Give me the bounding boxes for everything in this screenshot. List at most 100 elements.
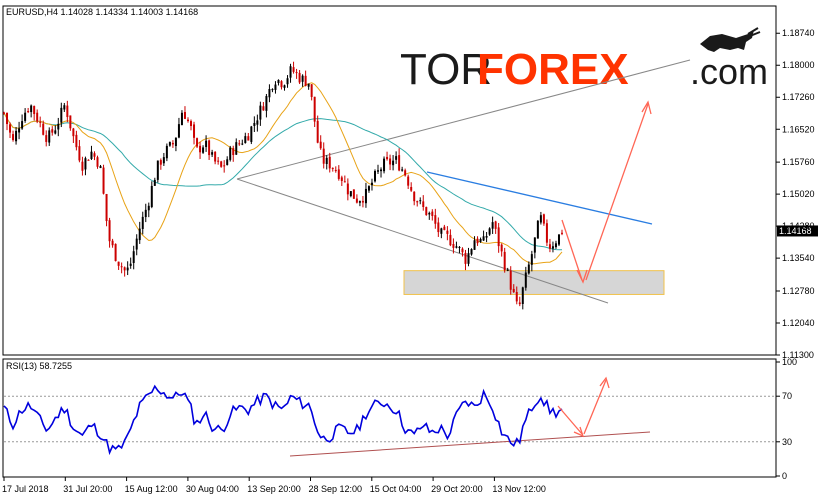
candle bbox=[431, 209, 434, 221]
candle bbox=[380, 167, 383, 178]
price-tick-label: 1.11300 bbox=[782, 350, 814, 360]
candle bbox=[268, 84, 271, 103]
candle bbox=[117, 261, 120, 270]
candle bbox=[186, 117, 189, 123]
candle bbox=[533, 237, 536, 259]
candle bbox=[352, 189, 355, 199]
candle bbox=[386, 151, 389, 161]
candle bbox=[464, 249, 467, 271]
candle bbox=[159, 158, 162, 170]
candle bbox=[545, 219, 548, 247]
candle bbox=[271, 88, 274, 93]
candle bbox=[54, 125, 57, 135]
candle bbox=[370, 178, 373, 191]
candle bbox=[135, 234, 138, 256]
candle bbox=[72, 127, 75, 144]
candle bbox=[144, 203, 147, 223]
time-tick-label: 31 Jul 20:00 bbox=[63, 484, 112, 494]
candle bbox=[102, 164, 105, 195]
candle bbox=[274, 81, 277, 94]
current-price-tag bbox=[777, 225, 818, 237]
rsi-polyline bbox=[3, 384, 563, 456]
candle bbox=[367, 185, 370, 193]
candle bbox=[153, 177, 156, 187]
candle bbox=[229, 145, 232, 162]
candle bbox=[42, 120, 45, 136]
candle bbox=[93, 151, 96, 161]
channel-lower-line bbox=[236, 178, 609, 304]
candle bbox=[392, 155, 395, 171]
candle bbox=[21, 114, 24, 130]
candle bbox=[241, 139, 244, 146]
time-tick-label: 15 Oct 04:00 bbox=[370, 484, 422, 494]
candle bbox=[551, 241, 554, 253]
time-tick-label: 28 Sep 12:00 bbox=[309, 484, 363, 494]
candle bbox=[226, 156, 229, 166]
candle bbox=[15, 127, 18, 145]
moving-average-fast bbox=[3, 82, 563, 265]
candle bbox=[174, 137, 177, 152]
candle bbox=[132, 245, 135, 270]
candle bbox=[530, 250, 533, 272]
candle bbox=[455, 241, 458, 249]
candle bbox=[301, 74, 304, 87]
time-tick-label: 13 Sep 20:00 bbox=[247, 484, 301, 494]
candle bbox=[467, 247, 470, 267]
candle bbox=[313, 96, 316, 128]
candle bbox=[220, 160, 223, 168]
candle bbox=[310, 84, 313, 101]
candle bbox=[96, 155, 99, 169]
candle bbox=[316, 115, 319, 144]
rsi-panel-frame bbox=[2, 358, 777, 478]
candle bbox=[346, 178, 349, 201]
candle bbox=[141, 211, 144, 235]
candle bbox=[428, 211, 431, 220]
price-tick-label: 1.15760 bbox=[782, 157, 815, 167]
candle bbox=[373, 169, 376, 183]
candle bbox=[449, 229, 452, 247]
price-axis: 1.18740 1.18000 1.17260 1.16520 1.15760 1.150… bbox=[776, 28, 815, 360]
time-tick-label: 15 Aug 12:00 bbox=[125, 484, 178, 494]
candle bbox=[554, 240, 557, 249]
candle bbox=[262, 102, 265, 111]
logo-text-forex: FOREX bbox=[477, 45, 629, 94]
candle bbox=[223, 160, 226, 173]
candle bbox=[410, 182, 413, 192]
time-tick-label: 17 Jul 2018 bbox=[2, 484, 49, 494]
time-tick-label: 13 Nov 12:00 bbox=[492, 484, 546, 494]
candle bbox=[51, 126, 54, 136]
candle bbox=[63, 102, 66, 112]
candle bbox=[244, 132, 247, 144]
time-tick-label: 30 Aug 04:00 bbox=[186, 484, 239, 494]
candle bbox=[211, 149, 214, 158]
candle bbox=[265, 93, 268, 118]
candle bbox=[355, 194, 358, 204]
torforex-logo: TOR FOREX .com bbox=[400, 27, 768, 94]
candle bbox=[183, 106, 186, 120]
candle bbox=[39, 116, 42, 128]
candle bbox=[527, 261, 530, 275]
candle bbox=[30, 104, 33, 118]
candle bbox=[6, 112, 9, 131]
candle bbox=[87, 159, 90, 161]
candle bbox=[171, 140, 174, 148]
price-tick-label: 1.12040 bbox=[782, 318, 815, 328]
price-tick-label: 1.18000 bbox=[782, 60, 815, 70]
candle bbox=[60, 102, 63, 128]
ma-fast-line bbox=[3, 82, 563, 265]
candle bbox=[485, 232, 488, 243]
candle bbox=[196, 137, 199, 149]
candle bbox=[168, 141, 171, 147]
candle bbox=[548, 238, 551, 253]
candle bbox=[129, 257, 132, 269]
candle bbox=[364, 182, 367, 208]
candle bbox=[259, 101, 262, 126]
candle bbox=[253, 116, 256, 132]
candle bbox=[193, 121, 196, 145]
main-panel-frame bbox=[2, 5, 777, 356]
candle bbox=[407, 174, 410, 190]
candle bbox=[443, 224, 446, 231]
forecast-arrow-up-head bbox=[641, 100, 652, 115]
candle bbox=[9, 122, 12, 139]
